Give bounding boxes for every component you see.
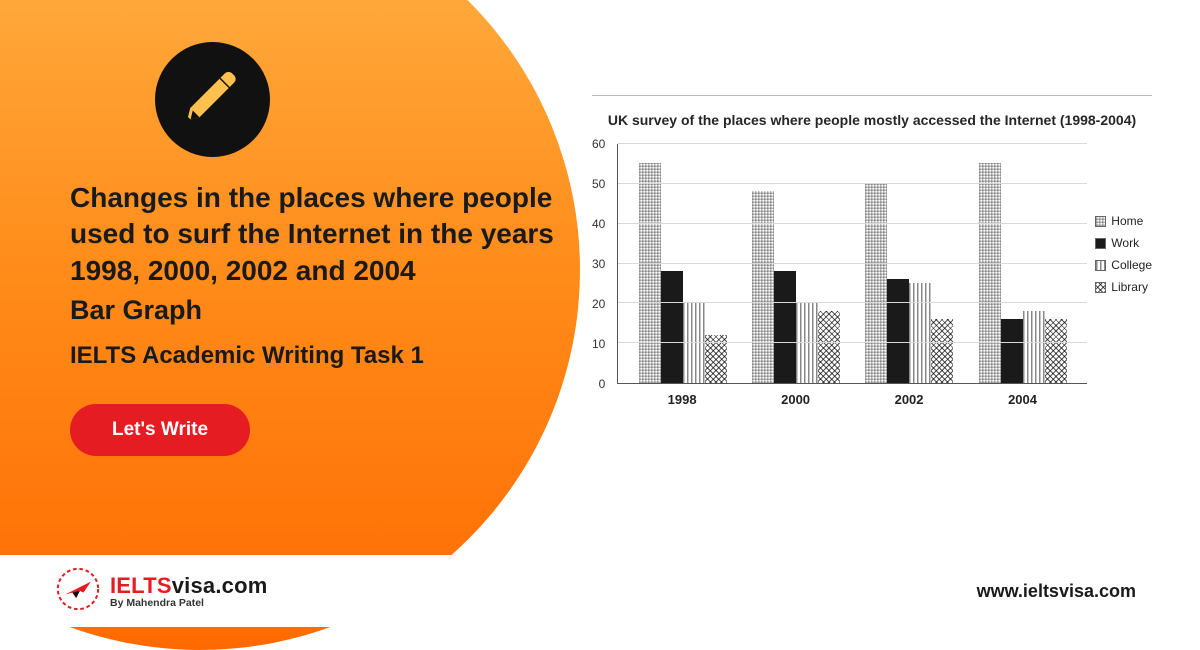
legend-label: Library <box>1111 280 1148 294</box>
bar <box>1045 319 1067 383</box>
legend-swatch <box>1095 260 1106 271</box>
footer-bar: IELTSvisa.com By Mahendra Patel www.ielt… <box>0 555 1200 627</box>
x-label: 2002 <box>865 392 953 407</box>
brand-byline: By Mahendra Patel <box>110 597 268 609</box>
grid-line <box>618 223 1087 224</box>
logo: IELTSvisa.com By Mahendra Patel <box>56 567 268 616</box>
headline: Changes in the places where people used … <box>70 180 570 289</box>
grid-line <box>618 263 1087 264</box>
chart-title: UK survey of the places where people mos… <box>592 112 1152 128</box>
brand-black: visa.com <box>172 573 268 598</box>
bar <box>909 283 931 383</box>
legend-label: Work <box>1111 236 1139 250</box>
grid-line <box>618 183 1087 184</box>
legend: Home Work College Library <box>1095 144 1152 407</box>
pencil-icon <box>183 67 243 132</box>
legend-item: Library <box>1095 280 1152 294</box>
legend-item: College <box>1095 258 1152 272</box>
legend-swatch <box>1095 282 1106 293</box>
chart-body: 0102030405060 1998 2000 2002 2004 Home Work C… <box>592 144 1152 407</box>
grid-line <box>618 342 1087 343</box>
bar <box>979 163 1001 383</box>
brand-red: IELTS <box>110 573 172 598</box>
content-block: Changes in the places where people used … <box>70 180 570 456</box>
subline: Bar Graph <box>70 295 570 326</box>
legend-label: Home <box>1111 214 1143 228</box>
bar-group <box>865 183 953 383</box>
bar <box>1001 319 1023 383</box>
bar-group <box>752 191 840 383</box>
chart-container: UK survey of the places where people mos… <box>592 95 1152 407</box>
x-axis-labels: 1998 2000 2002 2004 <box>617 392 1087 407</box>
logo-plane-icon <box>56 567 100 616</box>
y-axis: 0102030405060 <box>592 144 609 384</box>
bar-groups <box>618 144 1087 383</box>
header-icon-circle <box>155 42 270 157</box>
x-label: 1998 <box>638 392 726 407</box>
bar <box>774 271 796 383</box>
bar-group <box>639 163 727 383</box>
bar-group <box>979 163 1067 383</box>
brand-name: IELTSvisa.com <box>110 573 268 599</box>
legend-label: College <box>1111 258 1152 272</box>
legend-item: Home <box>1095 214 1152 228</box>
grid-line <box>618 143 1087 144</box>
legend-swatch <box>1095 238 1106 249</box>
legend-item: Work <box>1095 236 1152 250</box>
lets-write-button[interactable]: Let's Write <box>70 404 250 456</box>
bar <box>865 183 887 383</box>
footer-url: www.ieltsvisa.com <box>977 581 1136 602</box>
x-label: 2004 <box>979 392 1067 407</box>
bar <box>818 311 840 383</box>
bar <box>639 163 661 383</box>
bar <box>887 279 909 383</box>
task-line: IELTS Academic Writing Task 1 <box>70 342 570 370</box>
x-label: 2000 <box>752 392 840 407</box>
bar <box>1023 311 1045 383</box>
bar <box>661 271 683 383</box>
logo-text: IELTSvisa.com By Mahendra Patel <box>110 573 268 609</box>
grid-line <box>618 302 1087 303</box>
bar <box>752 191 774 383</box>
plot-area <box>617 144 1087 384</box>
bar <box>931 319 953 383</box>
legend-swatch <box>1095 216 1106 227</box>
